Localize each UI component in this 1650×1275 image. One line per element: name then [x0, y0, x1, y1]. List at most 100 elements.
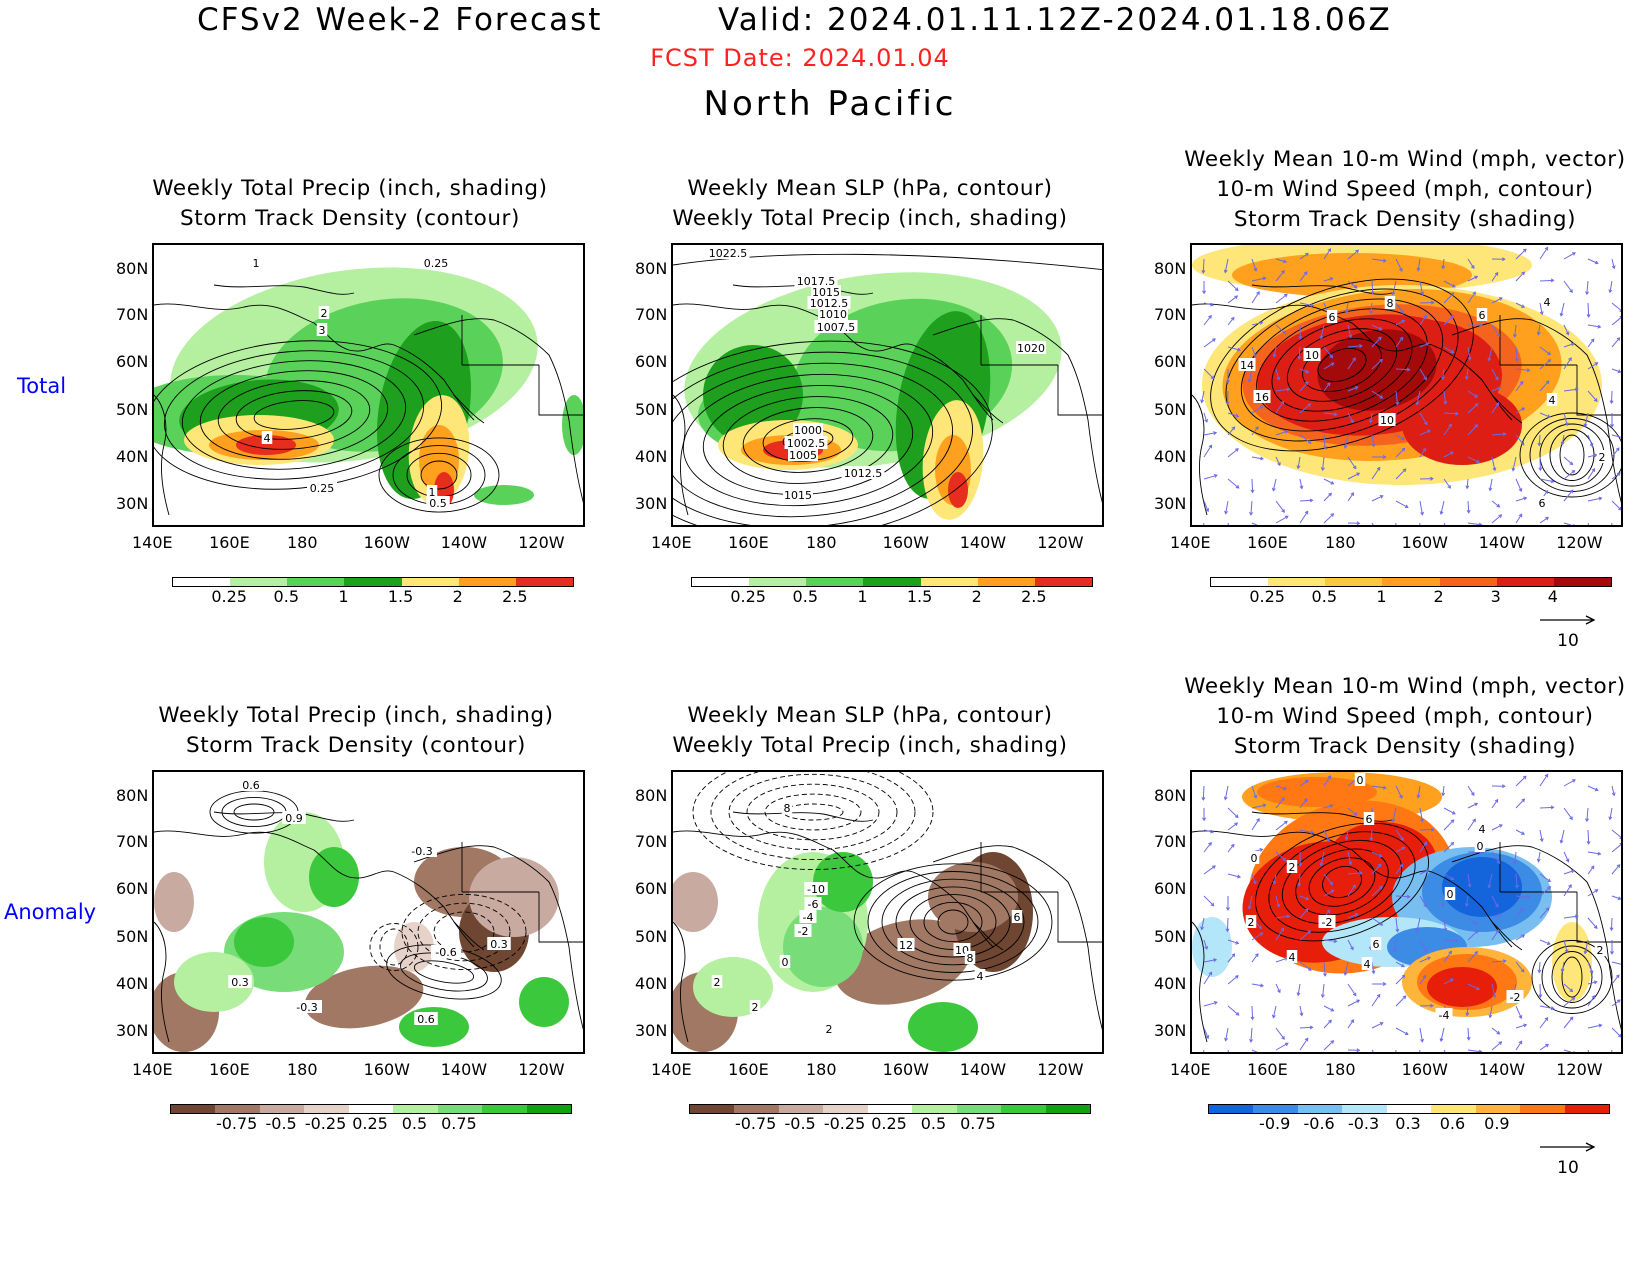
svg-text:10: 10 — [1380, 414, 1394, 427]
contour-label: 4 — [1541, 295, 1553, 309]
wind-vector-head — [1474, 275, 1479, 280]
lon-tick-label: 140W — [959, 1060, 1007, 1079]
wind-vector — [1395, 447, 1406, 458]
wind-vector — [1299, 930, 1311, 941]
wind-vector — [1537, 324, 1541, 335]
wind-vector — [1515, 1040, 1523, 1051]
wind-vector-head — [1598, 1023, 1603, 1028]
svg-text:4: 4 — [1364, 958, 1371, 971]
wind-vector-head — [1619, 842, 1621, 845]
coastline — [673, 394, 689, 516]
wind-vector-head — [1574, 914, 1579, 919]
wind-vector-head — [1538, 467, 1543, 472]
colorbar-segment — [1253, 1105, 1298, 1113]
wind-vector-head — [1572, 252, 1576, 256]
wind-vector-head — [1594, 889, 1599, 893]
wind-vector — [1299, 478, 1303, 489]
wind-vector-head — [1213, 958, 1218, 963]
wind-vector — [1419, 429, 1431, 436]
wind-vector — [1586, 280, 1589, 295]
wind-vector — [1392, 280, 1397, 295]
svg-text:-2: -2 — [1510, 991, 1521, 1004]
wind-vector — [1347, 999, 1360, 1007]
wind-vector-head — [1501, 257, 1506, 262]
wind-vector — [1201, 390, 1205, 403]
wind-vector — [1539, 279, 1554, 282]
wind-vector — [1371, 1049, 1374, 1052]
wind-vector — [1203, 829, 1214, 833]
wind-vector — [1299, 829, 1314, 834]
wind-vector — [1272, 1005, 1277, 1018]
wind-vector — [1491, 799, 1499, 809]
coastline — [154, 830, 475, 948]
wind-vector-head — [1502, 959, 1507, 964]
wind-vector — [1443, 951, 1452, 963]
wind-vector — [1275, 1027, 1285, 1040]
wind-vector-head — [1401, 319, 1406, 324]
wind-vector-head — [1208, 971, 1213, 976]
colorbar-segment — [173, 578, 231, 586]
wind-vector — [1610, 917, 1613, 931]
wind-vector — [1323, 277, 1333, 282]
wind-vector — [1584, 939, 1589, 954]
wind-vector — [1587, 889, 1598, 897]
wind-vector — [1467, 1049, 1482, 1052]
coastline — [1491, 921, 1523, 951]
wind-vector — [1563, 280, 1573, 293]
wind-vector-head — [1401, 963, 1405, 968]
wind-vector-head — [1537, 969, 1542, 974]
wind-vector-head — [1415, 401, 1420, 406]
colorbar-label: 0.5 — [1311, 587, 1338, 606]
wind-vector-head — [1259, 932, 1264, 936]
wind-vector — [1275, 388, 1290, 392]
wind-vector — [1611, 895, 1621, 900]
lon-tick-label: 160E — [1247, 533, 1288, 552]
colorbar-label: -0.6 — [1303, 1114, 1335, 1133]
wind-vector — [1587, 917, 1598, 929]
wind-vector — [1323, 804, 1333, 809]
wind-vector — [1491, 297, 1503, 304]
wind-vector-head — [1250, 489, 1255, 494]
wind-vector — [1587, 829, 1590, 844]
wind-vector-head — [1401, 436, 1405, 441]
wind-vector-head — [1498, 514, 1503, 518]
wind-vector-head — [1478, 522, 1483, 525]
colorbar-segment — [806, 578, 864, 586]
wind-vector-head — [1259, 847, 1264, 852]
wind-vector — [1299, 798, 1308, 809]
contour-label: 4 — [1546, 393, 1558, 407]
wind-vector — [1203, 1001, 1218, 1007]
wind-vector-head — [1589, 443, 1594, 448]
contour-line — [401, 893, 527, 971]
lat-tick-label: 60N — [1154, 879, 1187, 899]
wind-vector-head — [1424, 421, 1428, 426]
vector-reference-total: 10 — [1538, 612, 1598, 651]
wind-vector-head — [1350, 1019, 1355, 1023]
wind-vector-head — [1305, 779, 1309, 784]
wind-vector-head — [1619, 837, 1621, 839]
wind-vector — [1538, 434, 1541, 446]
lon-tick-label: 160W — [363, 1060, 410, 1079]
coastline — [1451, 318, 1621, 503]
wind-vector — [1587, 522, 1590, 525]
wind-vector-head — [1550, 479, 1555, 484]
wind-vector — [1275, 915, 1290, 919]
contour-label: 1005 — [788, 448, 818, 462]
wind-vector — [1371, 359, 1383, 370]
wind-vector — [1491, 402, 1499, 414]
wind-vector-head — [1430, 300, 1435, 305]
contour-label: 0.25 — [307, 481, 337, 495]
wind-vector-head — [1352, 465, 1357, 470]
colorbar-label: 0.3 — [1395, 1114, 1421, 1133]
svg-text:0.5: 0.5 — [429, 497, 447, 510]
colorbar-label: 0.6 — [1439, 1114, 1466, 1133]
wind-vector — [1395, 302, 1404, 314]
wind-vector — [1419, 368, 1427, 380]
wind-vector — [1442, 368, 1445, 380]
contour-label: 10 — [1378, 413, 1396, 427]
wind-vector-head — [1256, 818, 1260, 822]
wind-vector — [1371, 522, 1374, 525]
wind-vector — [1275, 293, 1288, 304]
coastline — [1192, 394, 1208, 516]
wind-vector — [1395, 974, 1406, 985]
